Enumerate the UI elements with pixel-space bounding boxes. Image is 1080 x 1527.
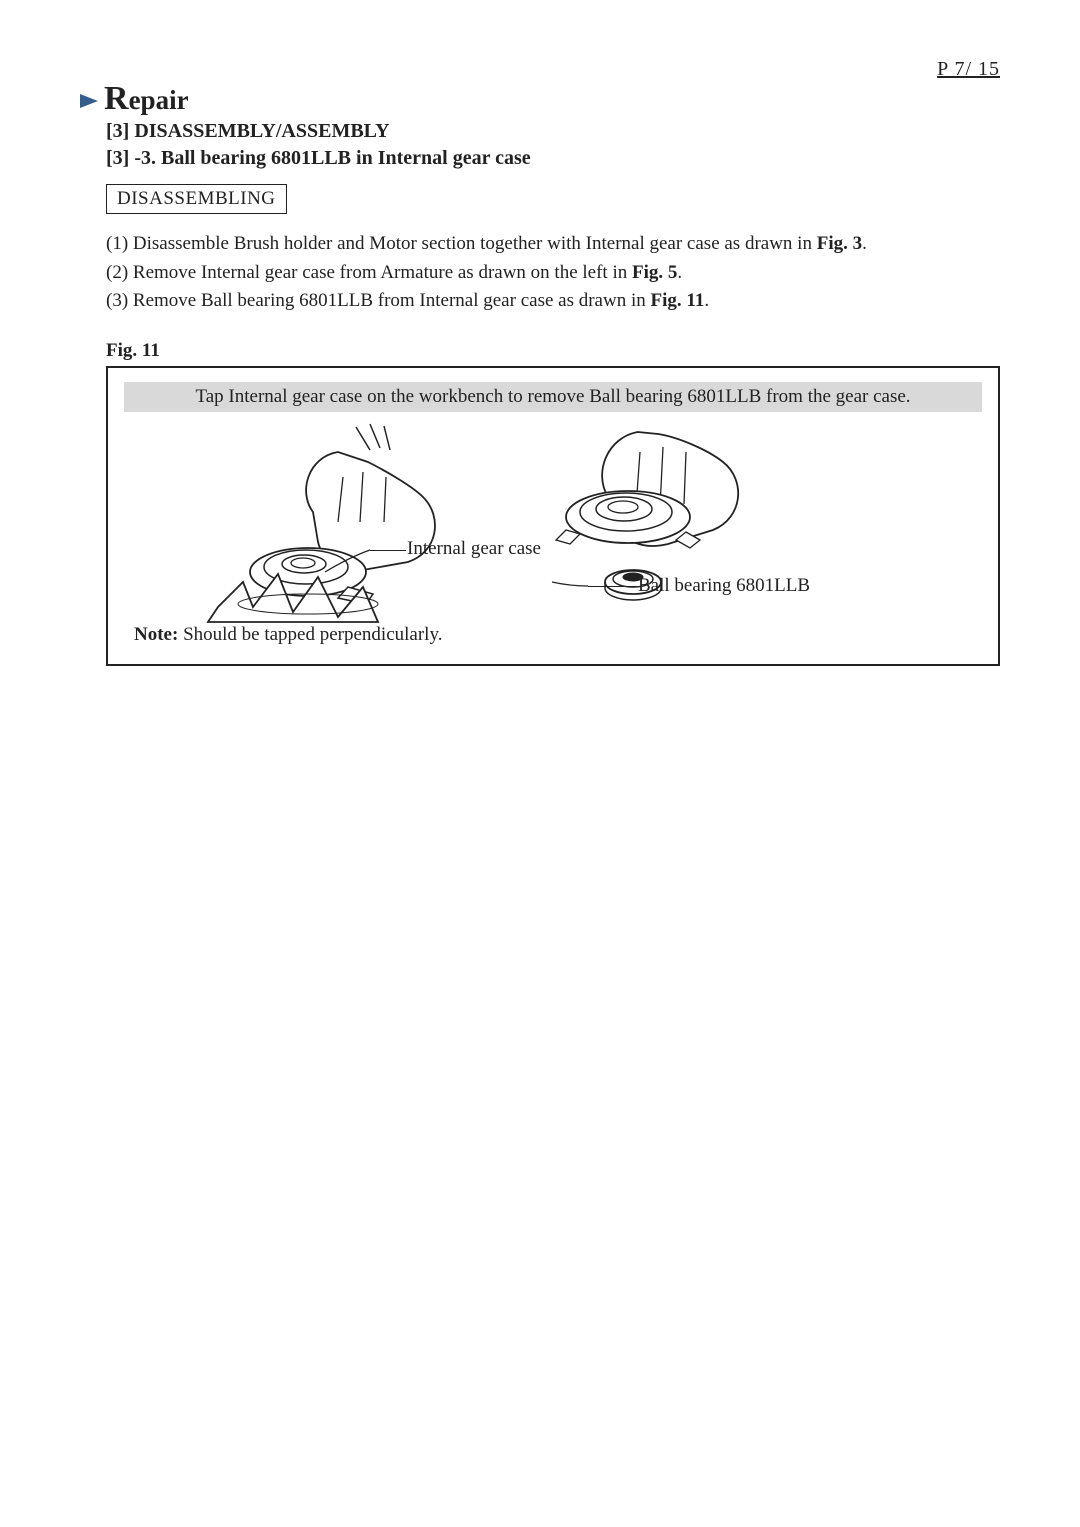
step-2: (2) Remove Internal gear case from Armat… (106, 259, 1000, 288)
disassembling-label: DISASSEMBLING (106, 184, 287, 214)
leader-curve-bearing (550, 572, 600, 602)
note-text: Should be tapped perpendicularly. (178, 624, 442, 645)
step-3: (3) Remove Ball bearing 6801LLB from Int… (106, 287, 1000, 316)
figure-box: Tap Internal gear case on the workbench … (106, 366, 1000, 666)
page-title: Repair (104, 80, 189, 118)
step-3-figref: Fig. 11 (650, 290, 704, 311)
step-1-text: (1) Disassemble Brush holder and Motor s… (106, 233, 817, 254)
title-row: Repair (80, 80, 1000, 118)
section-heading: [3] DISASSEMBLY/ASSEMBLY (106, 120, 1000, 143)
step-3-text: (3) Remove Ball bearing 6801LLB from Int… (106, 290, 650, 311)
title-rest: epair (129, 85, 189, 115)
steps-list: (1) Disassemble Brush holder and Motor s… (106, 230, 1000, 316)
illustration-area: Internal gear case Ball bearing 6801LLB (108, 422, 998, 632)
step-1-figref: Fig. 3 (817, 233, 862, 254)
figure-caption: Fig. 11 (106, 340, 1000, 362)
step-3-period: . (704, 290, 709, 311)
step-2-period: . (677, 262, 682, 283)
title-initial: R (104, 80, 129, 117)
label-internal-gear-case: Internal gear case (407, 538, 541, 560)
page-content: Repair [3] DISASSEMBLY/ASSEMBLY [3] -3. … (80, 80, 1000, 666)
figure-instruction-bar: Tap Internal gear case on the workbench … (124, 382, 982, 412)
page-number: P 7/ 15 (937, 58, 1000, 81)
label-ball-bearing: Ball bearing 6801LLB (638, 575, 810, 597)
step-1: (1) Disassemble Brush holder and Motor s… (106, 230, 1000, 259)
arrow-icon (80, 94, 98, 108)
leader-curve-internal (320, 522, 380, 582)
step-2-figref: Fig. 5 (632, 262, 677, 283)
step-1-period: . (862, 233, 867, 254)
step-2-text: (2) Remove Internal gear case from Armat… (106, 262, 632, 283)
figure-note: Note: Should be tapped perpendicularly. (134, 624, 442, 646)
note-label: Note: (134, 624, 178, 645)
subsection-heading: [3] -3. Ball bearing 6801LLB in Internal… (106, 147, 1000, 170)
